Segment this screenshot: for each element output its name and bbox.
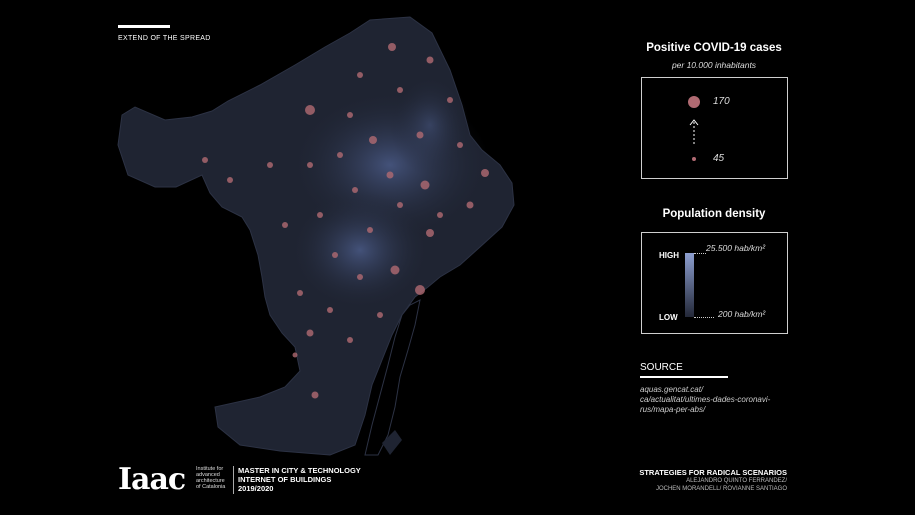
density-gradient-bar bbox=[685, 253, 694, 317]
case-dot bbox=[416, 131, 424, 139]
case-dot bbox=[466, 201, 474, 209]
case-dot bbox=[352, 187, 358, 193]
case-dot bbox=[397, 202, 403, 208]
map-title: EXTEND OF THE SPREAD bbox=[118, 35, 211, 42]
port-area bbox=[364, 299, 421, 456]
institution-line: Institute for bbox=[196, 466, 224, 472]
iaac-logo: Iaac bbox=[118, 462, 186, 497]
source-title: SOURCE bbox=[640, 362, 683, 373]
case-dot bbox=[377, 312, 383, 318]
source-line: ca/actualitat/ultimes-dades-coronavi- bbox=[640, 395, 771, 404]
footer-divider bbox=[233, 466, 234, 494]
low-leader bbox=[694, 317, 714, 318]
min-dot bbox=[692, 157, 696, 161]
case-dot bbox=[437, 212, 443, 218]
case-dot bbox=[347, 337, 353, 343]
high-leader bbox=[694, 253, 706, 254]
program-line: 2019/2020 bbox=[238, 484, 274, 493]
cases-legend-title: Positive COVID-19 cases bbox=[646, 42, 782, 54]
density-low-label: LOW bbox=[659, 313, 678, 322]
density-legend-title: Population density bbox=[662, 208, 766, 220]
case-dot bbox=[397, 87, 403, 93]
program-line: MASTER IN CITY & TECHNOLOGY bbox=[238, 466, 361, 475]
case-dot bbox=[297, 290, 303, 296]
case-dot bbox=[227, 177, 233, 183]
cases-legend-box: 170 45 bbox=[641, 77, 788, 179]
program-info: MASTER IN CITY & TECHNOLOGY INTERNET OF … bbox=[238, 466, 361, 493]
arrow-head bbox=[689, 119, 699, 126]
case-dot bbox=[426, 56, 434, 64]
case-dot bbox=[386, 171, 394, 179]
source-underline bbox=[640, 376, 728, 378]
credits-title: STRATEGIES FOR RADICAL SCENARIOS bbox=[639, 468, 787, 477]
case-dot bbox=[388, 43, 396, 51]
case-dot bbox=[332, 252, 338, 258]
case-dot bbox=[305, 105, 315, 115]
case-dot bbox=[357, 72, 363, 78]
case-dot bbox=[457, 142, 463, 148]
density-low-value: 200 hab/km² bbox=[718, 309, 766, 319]
credits-author-line: JOCHEN MORANDELL/ ROVIANNE SANTIAGO bbox=[655, 486, 787, 492]
max-dot bbox=[688, 96, 700, 108]
credits: STRATEGIES FOR RADICAL SCENARIOS ALEJAND… bbox=[600, 468, 787, 493]
cases-legend-subtitle: per 10.000 inhabitants bbox=[671, 60, 757, 70]
case-dot bbox=[367, 227, 373, 233]
case-dot bbox=[369, 136, 377, 144]
case-dot bbox=[307, 162, 313, 168]
case-dot bbox=[481, 169, 489, 177]
cases-min-label: 45 bbox=[713, 153, 725, 164]
case-dot bbox=[311, 391, 319, 399]
institution-line: advanced bbox=[196, 472, 220, 478]
case-dot bbox=[267, 162, 273, 168]
cases-max-label: 170 bbox=[713, 96, 730, 107]
credits-author-line: ALEJANDRO QUINTO FERRANDEZ/ bbox=[686, 478, 787, 484]
case-dot bbox=[317, 212, 323, 218]
institution-line: architecture bbox=[196, 478, 225, 484]
case-dot bbox=[420, 180, 430, 190]
case-dot bbox=[327, 307, 333, 313]
case-dot bbox=[415, 285, 425, 295]
case-dot bbox=[306, 329, 314, 337]
title-underline bbox=[118, 25, 170, 28]
case-dot bbox=[426, 229, 434, 237]
case-dot bbox=[347, 112, 353, 118]
case-dot bbox=[202, 157, 208, 163]
density-high-value: 25.500 hab/km² bbox=[706, 243, 766, 253]
case-dot bbox=[390, 265, 400, 275]
case-dot bbox=[337, 152, 343, 158]
case-dot bbox=[292, 352, 298, 358]
program-line: INTERNET OF BUILDINGS bbox=[238, 475, 332, 484]
case-dot bbox=[357, 274, 363, 280]
city-map bbox=[117, 16, 515, 456]
density-high-label: HIGH bbox=[659, 251, 679, 260]
source-link[interactable]: aquas.gencat.cat/ ca/actualitat/ultimes-… bbox=[640, 385, 790, 415]
cases-legend-symbols bbox=[688, 96, 700, 161]
case-dot bbox=[447, 97, 453, 103]
case-dots bbox=[202, 43, 489, 399]
source-line: rus/mapa-per-abs/ bbox=[640, 405, 706, 414]
source-line: aquas.gencat.cat/ bbox=[640, 385, 704, 394]
case-dot bbox=[282, 222, 288, 228]
institution-name: Institute for advanced architecture of C… bbox=[196, 466, 236, 490]
density-legend-box: HIGH LOW 25.500 hab/km² 200 hab/km² bbox=[641, 232, 788, 334]
institution-line: of Catalonia bbox=[196, 484, 226, 490]
